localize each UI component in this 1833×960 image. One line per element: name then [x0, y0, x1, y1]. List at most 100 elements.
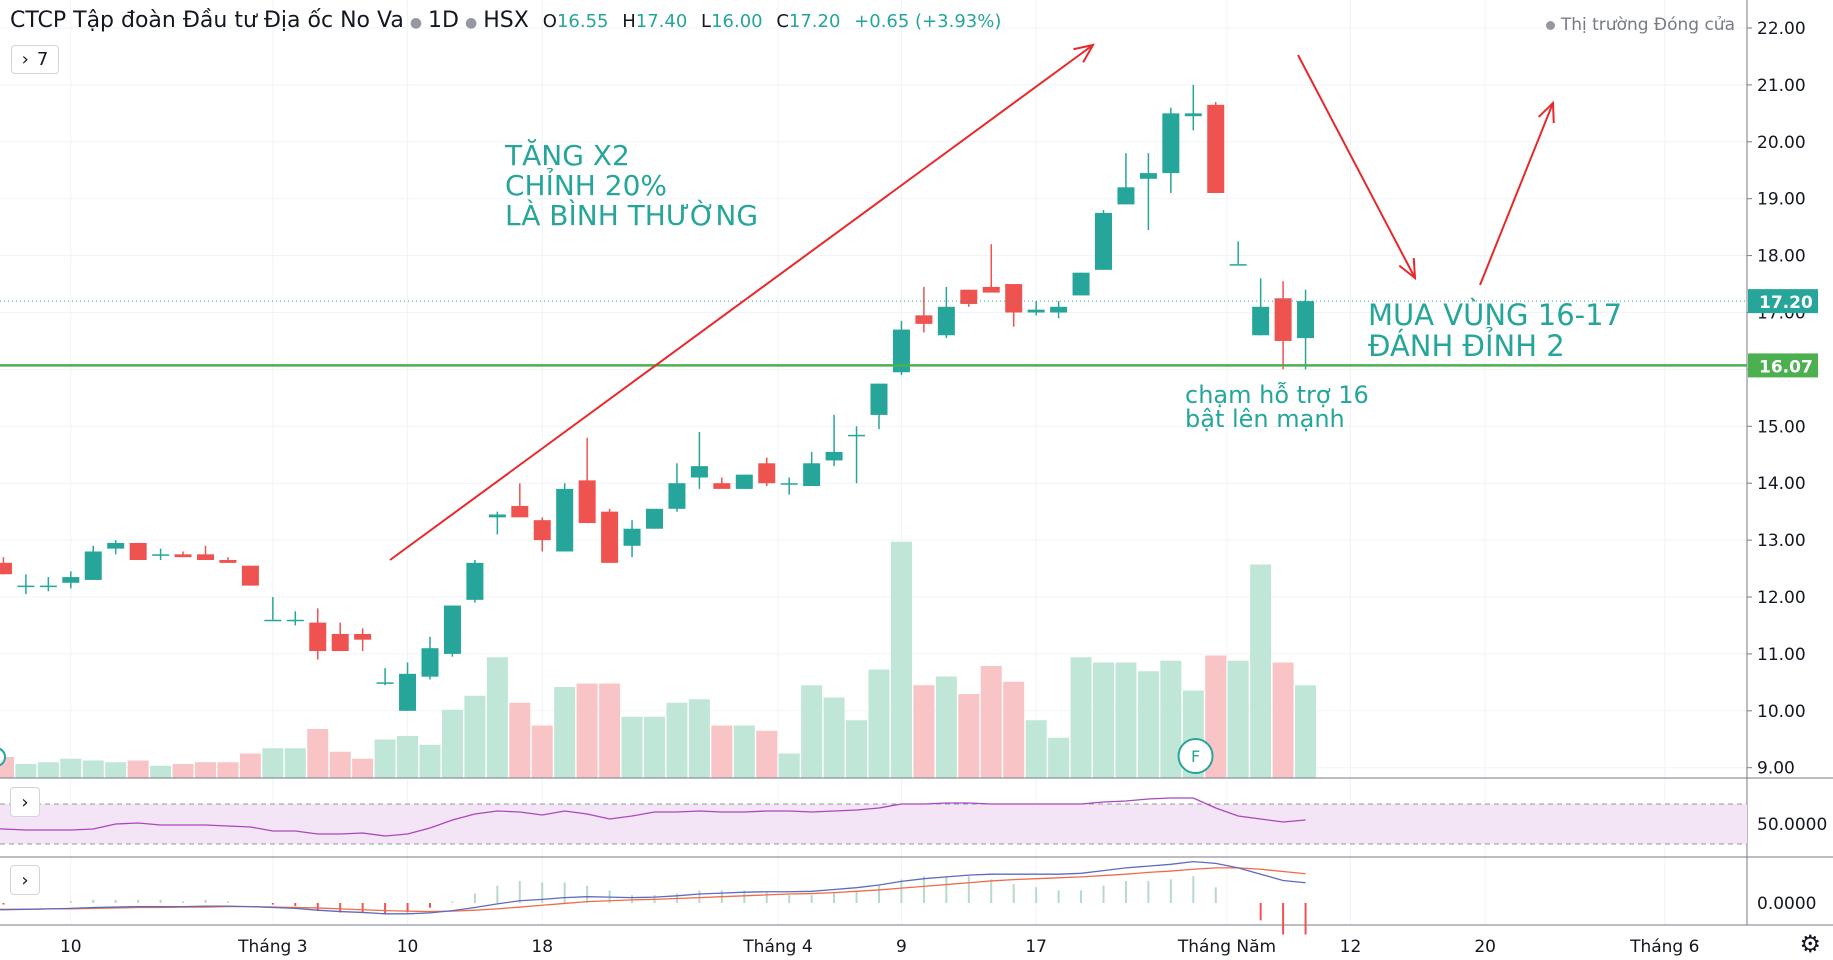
candle-body	[1095, 212, 1112, 270]
price-tick-label: 9.00	[1757, 759, 1795, 779]
rsi-pane-toggle-button[interactable]: ›	[10, 787, 40, 817]
exchange-label: HSX	[483, 8, 529, 33]
volume-bar	[105, 762, 127, 778]
macd-pane	[0, 860, 1307, 935]
time-tick-label: Tháng 6	[1629, 937, 1699, 957]
legend-header: CTCP Tập đoàn Đầu tư Địa ốc No Va ● 1D ●…	[10, 8, 1001, 33]
ohlc-values: O16.55 H17.40 L16.00 C17.20 +0.65 (+3.93…	[543, 11, 1002, 32]
macd-tick-label: 0.0000	[1757, 894, 1816, 914]
annotation-left-text[interactable]: TĂNG X2	[504, 138, 630, 172]
candle-body	[17, 585, 35, 588]
indicator-count: 7	[36, 49, 49, 70]
symbol-name: CTCP Tập đoàn Đầu tư Địa ốc No Va	[10, 8, 404, 33]
volume-bar	[554, 687, 576, 778]
time-tick-label: 20	[1474, 937, 1496, 957]
candle-body	[803, 463, 821, 487]
candle-body	[690, 466, 708, 478]
support-price-tag-label: 16.07	[1759, 357, 1813, 377]
earnings-marker[interactable]	[1177, 738, 1214, 774]
volume-bar	[644, 716, 665, 778]
trend-arrow-down[interactable]	[1297, 54, 1416, 279]
candle-body	[309, 622, 327, 652]
volume-bar	[82, 760, 104, 778]
annotation-support-text[interactable]: chạm hỗ trợ 16	[1185, 380, 1369, 409]
separator-dot: ●	[409, 15, 423, 31]
current-price-tag	[1748, 289, 1818, 314]
price-tick-label: 18.00	[1757, 247, 1806, 267]
volume-bar	[733, 725, 755, 778]
interval-label[interactable]: 1D	[428, 8, 459, 33]
status-dot-icon	[1545, 20, 1555, 30]
candle-body	[937, 306, 955, 336]
settings-gear-icon[interactable]: ⚙	[1799, 930, 1821, 958]
candle-body	[129, 542, 147, 561]
volume-bar	[60, 758, 82, 778]
volume-bar	[1272, 662, 1294, 778]
time-tick-label: 10	[397, 937, 419, 957]
volume-bar	[868, 669, 890, 778]
price-tick-label: 12.00	[1757, 588, 1806, 608]
annotation-support-text[interactable]: bật lên mạnh	[1185, 405, 1345, 433]
volume-bar	[1003, 681, 1025, 778]
trend-arrow-up[interactable]	[389, 44, 1094, 561]
annotation-right-text[interactable]: MUA VÙNG 16-17	[1368, 298, 1622, 332]
volume-bar	[801, 685, 823, 778]
annotation-left-text[interactable]: LÀ BÌNH THƯỜNG	[505, 198, 758, 232]
volume-bar	[1048, 737, 1070, 778]
candle-body	[197, 554, 214, 561]
candle-body	[1050, 306, 1068, 313]
volume-bar	[531, 725, 553, 778]
candle-body	[1072, 272, 1090, 296]
indicators-toggle-button[interactable]: › 7	[11, 45, 59, 74]
price-tick-label: 19.00	[1757, 190, 1806, 210]
price-tick-label: 11.00	[1757, 645, 1806, 665]
market-status-text: Thị trường Đóng cửa	[1560, 15, 1735, 35]
event-marker[interactable]	[0, 747, 6, 767]
volume-bar	[284, 748, 306, 778]
candle-body	[354, 633, 372, 640]
candle-body	[915, 315, 933, 324]
macd-pane-toggle-button[interactable]: ›	[10, 865, 40, 895]
price-tick-label: 20.00	[1757, 133, 1806, 153]
volume-bar	[1093, 662, 1114, 778]
price-axis: 22.0021.0020.0019.0018.0017.0016.0015.00…	[1747, 19, 1827, 914]
volume-bar	[890, 541, 912, 778]
price-tick-label: 14.00	[1757, 474, 1806, 494]
volume-bar	[374, 739, 396, 778]
candle-body	[601, 511, 619, 563]
volume-bar	[441, 709, 463, 778]
volume-bar	[778, 753, 800, 778]
candle-body	[960, 289, 978, 304]
trend-arrow-rebound-head	[1537, 100, 1555, 124]
time-tick-label: 17	[1025, 937, 1047, 957]
trend-arrow-up-head	[1073, 43, 1095, 63]
volume-bar	[329, 751, 351, 778]
macd-line	[0, 860, 1306, 915]
volume-bar	[913, 685, 935, 778]
annotation-right-text[interactable]: ĐÁNH ĐỈNH 2	[1368, 328, 1565, 363]
volume-bar	[195, 762, 216, 778]
low-value: 16.00	[711, 11, 763, 32]
volume-bar	[823, 697, 845, 778]
trend-arrow-rebound[interactable]	[1479, 102, 1554, 286]
time-tick-label: Tháng Năm	[1177, 937, 1276, 957]
volume-bar	[1070, 657, 1092, 778]
candle-body	[780, 483, 798, 485]
grid	[0, 0, 1747, 925]
candle-body	[376, 682, 394, 684]
volume-bar	[688, 699, 710, 778]
volume-bar	[1160, 660, 1182, 778]
high-value: 17.40	[635, 11, 688, 32]
rsi-tick-label: 50.0000	[1757, 815, 1827, 835]
time-tick-label: 12	[1340, 937, 1362, 957]
time-tick-label: 10	[60, 937, 82, 957]
separator-dot: ●	[464, 15, 478, 31]
annotation-left-text[interactable]: CHỈNH 20%	[505, 167, 667, 202]
volume-bar	[1295, 685, 1317, 778]
candle-body	[174, 554, 192, 558]
candle-body	[1229, 264, 1247, 266]
open-label: O	[542, 11, 557, 32]
candle-body	[556, 488, 574, 552]
candle-body	[0, 562, 12, 575]
